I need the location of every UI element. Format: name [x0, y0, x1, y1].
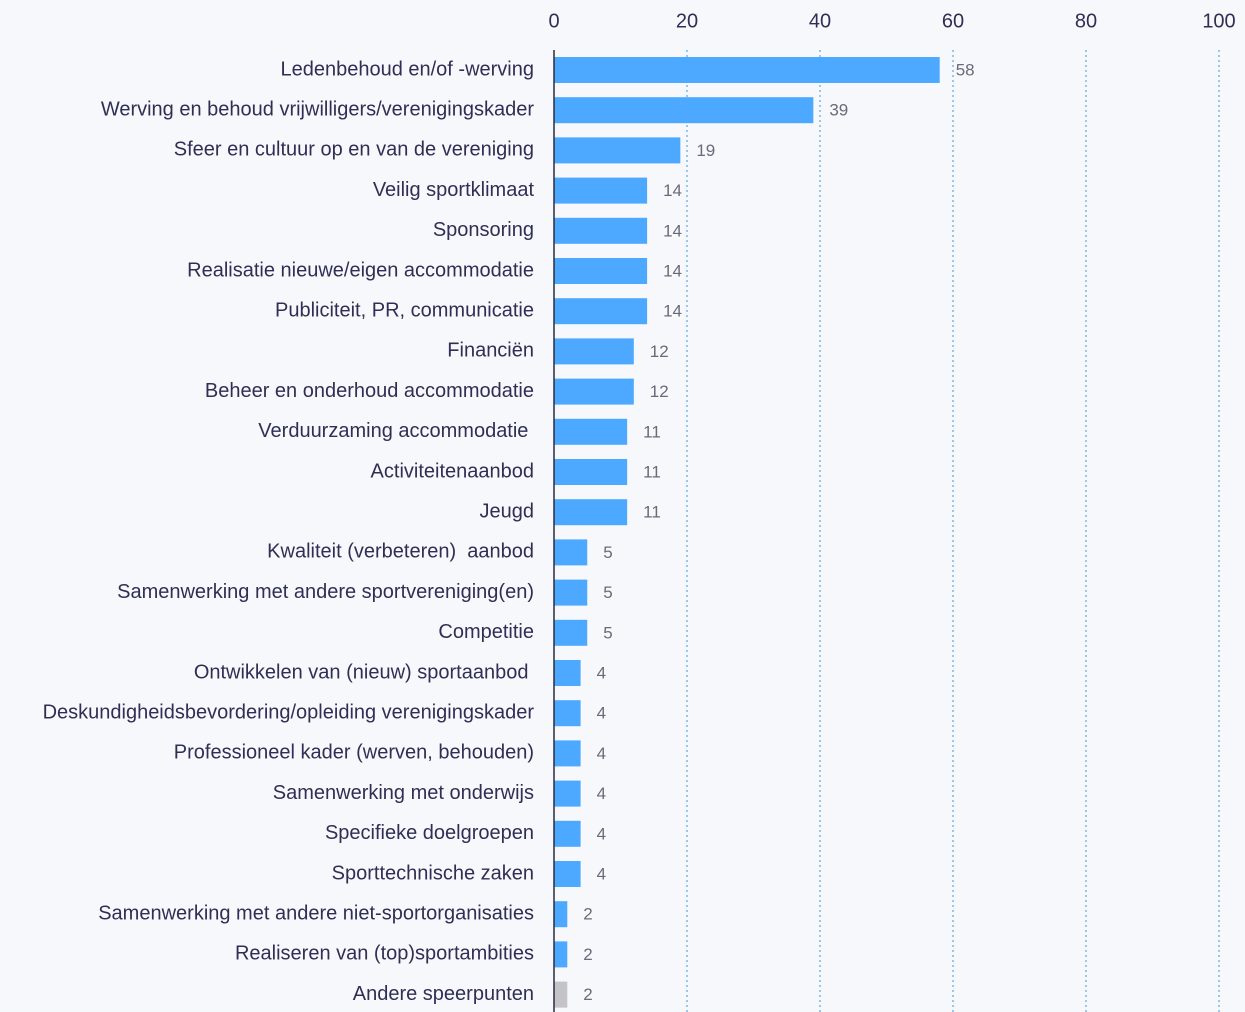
bar: [554, 378, 634, 405]
value-label: 5: [603, 583, 612, 602]
x-tick-label: 20: [676, 10, 698, 32]
bar: [554, 780, 581, 807]
bar: [554, 499, 628, 526]
bar: [554, 459, 628, 485]
x-tick-label: 60: [942, 10, 964, 32]
bar: [554, 660, 581, 686]
category-label: Sporttechnische zaken: [332, 862, 534, 884]
value-label: 14: [663, 261, 682, 280]
bar: [554, 941, 568, 968]
category-label: Realisatie nieuwe/eigen accommodatie: [187, 259, 534, 281]
bar: [554, 861, 581, 887]
value-label: 5: [603, 623, 612, 642]
bar: [554, 539, 588, 566]
x-tick-label: 40: [809, 10, 831, 32]
category-label: Verduurzaming accommodatie: [258, 420, 534, 442]
value-label: 12: [650, 382, 669, 401]
value-label: 19: [696, 141, 715, 160]
category-label: Veilig sportklimaat: [373, 179, 535, 201]
bar: [554, 298, 648, 325]
bar: [554, 97, 814, 124]
bar: [554, 338, 634, 365]
category-label: Financiën: [447, 340, 534, 362]
value-label: 14: [663, 302, 682, 321]
bar: [554, 258, 648, 284]
category-label: Samenwerking met andere niet-sportorgani…: [98, 902, 534, 924]
category-label: Ledenbehoud en/of -werving: [280, 58, 534, 80]
bar: [554, 619, 588, 646]
value-label: 12: [650, 342, 669, 361]
value-label: 11: [643, 462, 661, 481]
x-tick-label: 100: [1202, 10, 1235, 32]
value-label: 14: [663, 181, 682, 200]
value-label: 11: [643, 422, 661, 441]
value-label: 4: [597, 663, 606, 682]
bar: [554, 217, 648, 244]
bar: [554, 700, 581, 727]
bar: [554, 418, 628, 445]
category-label: Deskundigheidsbevordering/opleiding vere…: [43, 701, 535, 723]
value-label: 11: [643, 503, 661, 522]
bar: [554, 901, 568, 928]
bar: [554, 137, 681, 164]
category-label: Realiseren van (top)sportambities: [235, 943, 534, 965]
value-label: 2: [583, 985, 592, 1004]
value-label: 2: [583, 945, 592, 964]
value-label: 14: [663, 221, 682, 240]
bar: [554, 740, 581, 767]
bar: [554, 57, 940, 83]
category-label: Andere speerpunten: [353, 983, 534, 1005]
category-label: Specifieke doelgroepen: [325, 822, 534, 844]
category-label: Ontwikkelen van (nieuw) sportaanbod: [194, 661, 534, 683]
value-label: 4: [597, 824, 606, 843]
category-label: Sfeer en cultuur op en van de vereniging: [174, 139, 534, 161]
x-tick-label: 80: [1075, 10, 1097, 32]
value-label: 39: [829, 101, 848, 120]
x-tick-label: 0: [548, 10, 559, 32]
bar: [554, 579, 588, 606]
category-label: Sponsoring: [433, 219, 534, 241]
category-label: Activiteitenaanbod: [371, 460, 534, 482]
bar: [554, 981, 568, 1008]
value-label: 5: [603, 543, 612, 562]
value-label: 58: [956, 60, 975, 79]
value-label: 4: [597, 864, 606, 883]
bar: [554, 820, 581, 847]
value-label: 4: [597, 744, 606, 763]
value-label: 4: [597, 784, 606, 803]
category-label: Publiciteit, PR, communicatie: [275, 299, 534, 321]
category-label: Samenwerking met andere sportvereniging(…: [117, 581, 534, 603]
category-label: Professioneel kader (werven, behouden): [174, 742, 534, 764]
category-label: Jeugd: [480, 500, 535, 522]
category-label: Samenwerking met onderwijs: [273, 782, 534, 804]
category-label: Werving en behoud vrijwilligers/verenigi…: [101, 98, 535, 120]
category-label: Beheer en onderhoud accommodatie: [205, 380, 534, 402]
category-label: Competitie: [438, 621, 534, 643]
bar: [554, 177, 648, 204]
value-label: 4: [597, 704, 606, 723]
value-label: 2: [583, 905, 592, 924]
category-label: Kwaliteit (verbeteren) aanbod: [267, 541, 534, 563]
